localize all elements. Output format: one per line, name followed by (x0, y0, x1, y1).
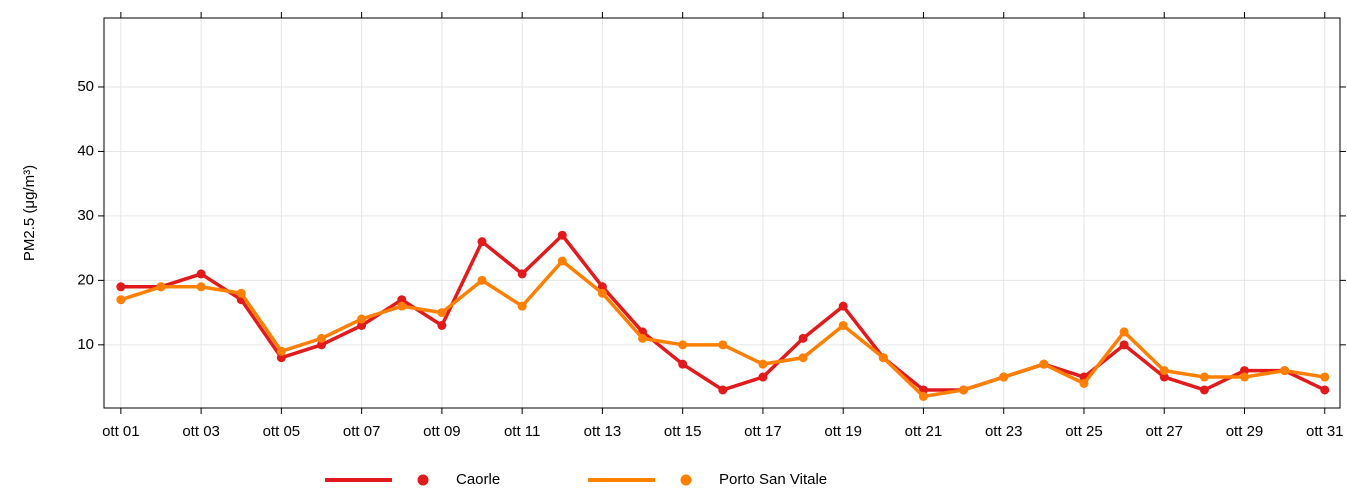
data-point (357, 314, 367, 324)
data-point (517, 269, 527, 279)
data-point (477, 237, 487, 247)
data-point (1280, 366, 1290, 376)
x-tick-label: ott 07 (343, 423, 381, 440)
x-tick-label: ott 03 (182, 423, 220, 440)
data-point (116, 282, 126, 292)
data-point (357, 320, 367, 330)
data-point (718, 340, 728, 350)
data-point (918, 391, 928, 401)
data-point (838, 320, 848, 330)
data-point (1119, 340, 1129, 350)
x-tick-label: ott 31 (1306, 423, 1344, 440)
data-point (1239, 372, 1249, 382)
legend-marker (680, 474, 692, 486)
x-tick-label: ott 17 (744, 423, 782, 440)
data-point (678, 340, 688, 350)
data-point (317, 333, 327, 343)
data-point (1039, 359, 1049, 369)
x-tick-label: ott 15 (664, 423, 702, 440)
y-tick-label: 30 (77, 207, 94, 224)
data-point (276, 346, 286, 356)
x-tick-label: ott 13 (584, 423, 622, 440)
data-point (1119, 327, 1129, 337)
data-point (196, 269, 206, 279)
data-point (1320, 385, 1330, 395)
data-point (798, 333, 808, 343)
legend-label: Porto San Vitale (719, 471, 827, 488)
data-point (196, 282, 206, 292)
data-point (718, 385, 728, 395)
data-point (638, 333, 648, 343)
data-point (838, 301, 848, 311)
y-axis-title: PM2.5 (μg/m³) (21, 165, 38, 261)
data-point (798, 353, 808, 363)
data-point (878, 353, 888, 363)
data-point (397, 295, 407, 305)
y-tick-label: 40 (77, 142, 94, 159)
data-point (597, 288, 607, 298)
data-point (517, 301, 527, 311)
data-point (758, 359, 768, 369)
x-tick-label: ott 11 (504, 423, 540, 440)
data-point (557, 230, 567, 240)
data-point (156, 282, 166, 292)
data-point (276, 353, 286, 363)
data-point (116, 295, 126, 305)
data-point (758, 372, 768, 382)
x-tick-label: ott 29 (1226, 423, 1264, 440)
y-tick-label: 10 (77, 336, 94, 353)
data-point (1159, 372, 1169, 382)
y-tick-label: 50 (77, 78, 94, 95)
data-point (597, 282, 607, 292)
x-tick-label: ott 23 (985, 423, 1023, 440)
data-point (317, 340, 327, 350)
x-tick-label: ott 19 (824, 423, 862, 440)
plot-frame (103, 17, 1341, 409)
data-point (477, 275, 487, 285)
legend-label: Caorle (456, 471, 500, 488)
x-tick-label: ott 27 (1145, 423, 1183, 440)
x-tick-label: ott 21 (905, 423, 943, 440)
series-line (120, 259, 1326, 399)
data-point (397, 301, 407, 311)
x-tick-label: ott 25 (1065, 423, 1103, 440)
data-point (437, 320, 447, 330)
data-point (1239, 366, 1249, 376)
x-tick-label: ott 05 (263, 423, 301, 440)
data-point (678, 359, 688, 369)
x-tick-label: ott 09 (423, 423, 461, 440)
data-point (1159, 366, 1169, 376)
data-point (437, 308, 447, 318)
data-point (1199, 372, 1209, 382)
x-tick-label: ott 01 (102, 423, 140, 440)
data-point (557, 256, 567, 266)
y-tick-label: 20 (77, 271, 94, 288)
data-point (999, 372, 1009, 382)
data-point (1079, 379, 1089, 389)
series-line (120, 233, 1326, 392)
data-point (1320, 372, 1330, 382)
data-point (959, 385, 969, 395)
data-point (236, 288, 246, 298)
legend-marker (417, 474, 429, 486)
data-point (1199, 385, 1209, 395)
